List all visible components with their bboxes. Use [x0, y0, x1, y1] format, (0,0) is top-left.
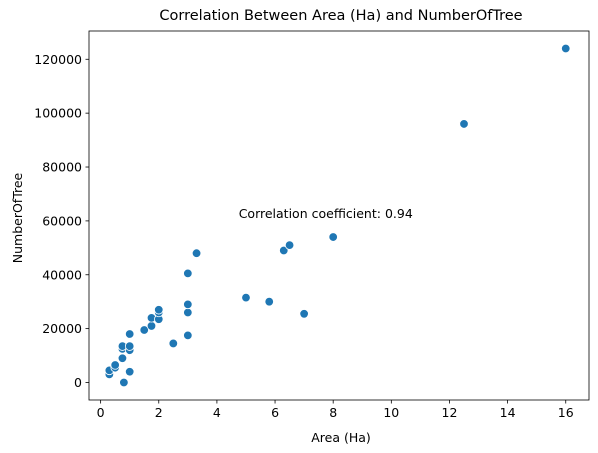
data-point — [184, 300, 193, 309]
x-tick-label: 4 — [213, 405, 221, 420]
y-axis-label: NumberOfTree — [10, 172, 25, 263]
data-point — [125, 367, 134, 376]
x-axis-label: Area (Ha) — [311, 430, 371, 445]
data-point — [329, 233, 338, 242]
data-point — [561, 44, 570, 53]
x-tick-label: 16 — [558, 405, 574, 420]
data-point — [147, 322, 156, 331]
y-tick-label: 60000 — [42, 213, 82, 228]
x-tick-label: 2 — [155, 405, 163, 420]
x-tick-label: 0 — [97, 405, 105, 420]
data-point — [300, 310, 309, 319]
y-tick-label: 100000 — [34, 106, 82, 121]
data-point — [184, 331, 193, 340]
data-point — [169, 339, 178, 348]
data-point — [120, 378, 129, 387]
data-point — [460, 120, 469, 129]
y-tick-label: 0 — [74, 375, 82, 390]
y-tick-label: 80000 — [42, 160, 82, 175]
data-point — [154, 305, 163, 314]
x-tick-label: 10 — [383, 405, 399, 420]
data-point — [184, 308, 193, 317]
data-point — [125, 330, 134, 339]
data-point — [242, 293, 251, 302]
y-tick-label: 20000 — [42, 321, 82, 336]
data-point — [184, 269, 193, 278]
y-tick-label: 40000 — [42, 267, 82, 282]
correlation-annotation: Correlation coefficient: 0.94 — [239, 206, 413, 221]
data-point — [265, 297, 274, 306]
x-tick-label: 12 — [442, 405, 458, 420]
x-tick-label: 6 — [271, 405, 279, 420]
data-point — [192, 249, 201, 258]
data-point — [285, 241, 294, 250]
data-point — [118, 354, 127, 363]
chart-title: Correlation Between Area (Ha) and Number… — [159, 8, 522, 24]
x-tick-label: 14 — [500, 405, 516, 420]
x-tick-label: 8 — [329, 405, 337, 420]
data-point — [125, 342, 134, 351]
data-point — [111, 361, 120, 370]
y-tick-label: 120000 — [34, 52, 82, 67]
